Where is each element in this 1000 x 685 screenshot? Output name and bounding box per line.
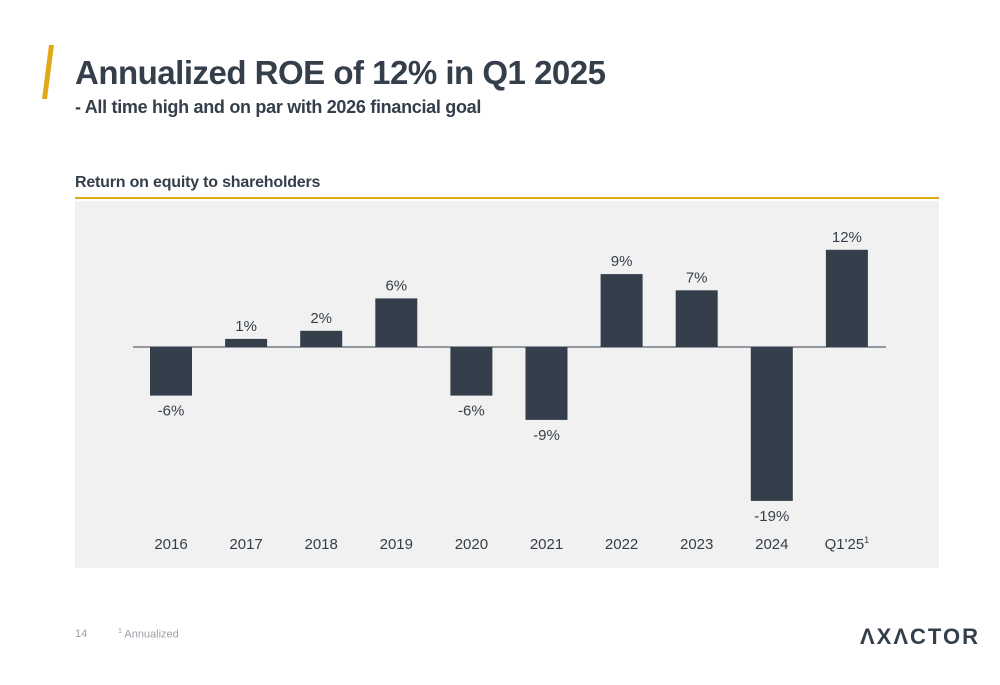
roe-bar-chart: -6% 2016 1% 2017 2% 2018 6% 2019 -6% 2020 -9% 2021 9… xyxy=(133,229,886,553)
chart-title-rule xyxy=(75,197,939,199)
category-label: 2024 xyxy=(755,536,788,553)
category-label: 2019 xyxy=(380,536,413,553)
bar-2023 xyxy=(675,290,718,347)
value-label: -6% xyxy=(458,403,485,420)
axactor-logo: ΛXΛCTOR xyxy=(860,624,980,649)
value-label: -9% xyxy=(533,427,560,444)
bar-2020 xyxy=(450,347,493,396)
chart-panel: -6% 2016 1% 2017 2% 2018 6% 2019 -6% 2020 -9% 2021 9… xyxy=(75,201,939,568)
value-label: -19% xyxy=(754,508,789,525)
bar-q125 xyxy=(825,249,868,347)
bar-2022 xyxy=(600,274,643,347)
bar-2016 xyxy=(150,347,192,396)
page-number: 14 xyxy=(75,628,88,640)
value-label: 7% xyxy=(686,269,708,286)
value-label: 9% xyxy=(611,253,633,270)
bar-2018 xyxy=(300,330,343,347)
footnote: 1 Annualized xyxy=(118,628,179,641)
footnote-marker: 1 xyxy=(118,628,122,635)
footnote-text: Annualized xyxy=(124,628,179,641)
category-label: 2016 xyxy=(154,536,187,553)
bar-2021 xyxy=(525,347,568,420)
category-label: 2017 xyxy=(229,536,262,553)
category-label: 2022 xyxy=(605,536,638,553)
category-label: 2018 xyxy=(305,536,338,553)
bar-2024 xyxy=(750,347,793,501)
category-label: 2020 xyxy=(455,536,488,553)
category-label: 2023 xyxy=(680,536,713,553)
value-label: 6% xyxy=(385,277,407,294)
category-superscript: 1 xyxy=(864,535,869,545)
value-label: 1% xyxy=(235,318,257,335)
bar-2017 xyxy=(225,338,268,347)
bar-2019 xyxy=(375,298,418,347)
category-label: 2021 xyxy=(530,536,563,553)
value-label: 2% xyxy=(310,310,332,327)
accent-slash-icon xyxy=(42,45,54,99)
value-label: -6% xyxy=(158,403,185,420)
value-label: 12% xyxy=(832,229,862,246)
category-label: Q1'251 xyxy=(825,535,870,553)
page-title: Annualized ROE of 12% in Q1 2025 xyxy=(75,54,606,91)
chart-title: Return on equity to shareholders xyxy=(75,174,321,191)
page-subtitle: - All time high and on par with 2026 fin… xyxy=(75,97,482,117)
